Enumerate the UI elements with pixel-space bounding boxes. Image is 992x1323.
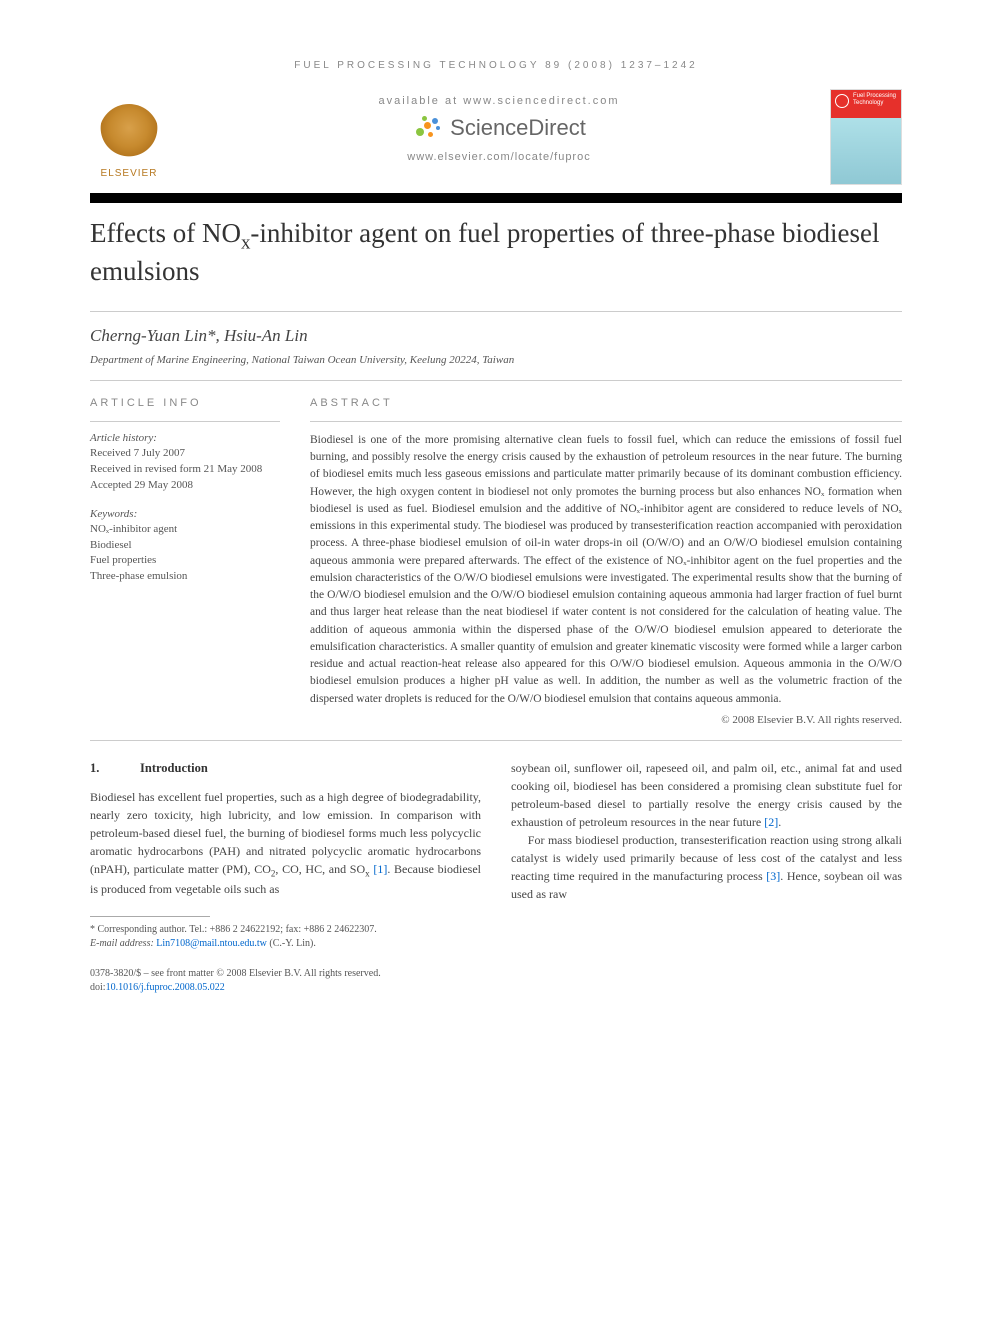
keyword-1: Biodiesel <box>90 538 280 554</box>
footer-block: 0378-3820/$ – see front matter © 2008 El… <box>90 967 902 995</box>
body-columns: 1.Introduction Biodiesel has excellent f… <box>90 759 902 952</box>
revised-date: Received in revised form 21 May 2008 <box>90 462 280 478</box>
abstract-rule <box>310 421 902 422</box>
accepted-date: Accepted 29 May 2008 <box>90 478 280 494</box>
journal-cover-badge-icon <box>835 94 849 108</box>
journal-url: www.elsevier.com/locate/fuproc <box>188 151 810 163</box>
body-p2: soybean oil, sunflower oil, rapeseed oil… <box>511 759 902 831</box>
affiliation: Department of Marine Engineering, Nation… <box>90 354 902 366</box>
thin-rule-1 <box>90 311 902 312</box>
doi-label: doi: <box>90 982 106 993</box>
article-info-head: ARTICLE INFO <box>90 397 280 409</box>
black-rule <box>90 193 902 203</box>
ref-link-3[interactable]: [3] <box>766 869 780 883</box>
title-sub: x <box>241 232 250 253</box>
keyword-3: Three-phase emulsion <box>90 569 280 585</box>
abstract-copyright: © 2008 Elsevier B.V. All rights reserved… <box>310 714 902 726</box>
ref-link-1[interactable]: [1] <box>373 862 387 876</box>
body-col-right: soybean oil, sunflower oil, rapeseed oil… <box>511 759 902 952</box>
abstract-text: Biodiesel is one of the more promising a… <box>310 432 902 708</box>
abstract-block: ABSTRACT Biodiesel is one of the more pr… <box>310 397 902 726</box>
keyword-2: Fuel properties <box>90 553 280 569</box>
journal-cover: Fuel Processing Technology <box>830 89 902 185</box>
section-title: Introduction <box>140 761 208 775</box>
history-label: Article history: <box>90 432 280 444</box>
center-header: available at www.sciencedirect.com Scien… <box>168 89 830 185</box>
running-head: FUEL PROCESSING TECHNOLOGY 89 (2008) 123… <box>90 60 902 71</box>
footer-line1: 0378-3820/$ – see front matter © 2008 El… <box>90 967 902 981</box>
sciencedirect-text: ScienceDirect <box>450 115 586 141</box>
sciencedirect-dots-icon <box>412 116 444 140</box>
article-info-block: ARTICLE INFO Article history: Received 7… <box>90 397 280 726</box>
authors: Cherng-Yuan Lin*, Hsiu-An Lin <box>90 326 902 346</box>
body-p1: Biodiesel has excellent fuel properties,… <box>90 788 481 899</box>
keywords-label: Keywords: <box>90 508 280 520</box>
sciencedirect-logo: ScienceDirect <box>412 115 586 141</box>
title-pre: Effects of NO <box>90 218 241 248</box>
article-title: Effects of NOx-inhibitor agent on fuel p… <box>90 217 902 289</box>
info-rule <box>90 421 280 422</box>
doi-link[interactable]: 10.1016/j.fuproc.2008.05.022 <box>106 982 225 993</box>
elsevier-tree-icon <box>99 104 159 164</box>
elsevier-logo: ELSEVIER <box>90 89 168 179</box>
ref-link-2[interactable]: [2] <box>764 815 778 829</box>
footnote-corresponding: * Corresponding author. Tel.: +886 2 246… <box>90 923 481 937</box>
journal-cover-title: Fuel Processing Technology <box>853 93 901 106</box>
keyword-0: NOₓ-inhibitor agent <box>90 522 280 538</box>
section-num: 1. <box>90 759 140 778</box>
available-at: available at www.sciencedirect.com <box>188 95 810 107</box>
email-label: E-mail address: <box>90 938 154 949</box>
meta-row: ARTICLE INFO Article history: Received 7… <box>90 397 902 726</box>
received-date: Received 7 July 2007 <box>90 446 280 462</box>
email-who: (C.-Y. Lin). <box>269 938 315 949</box>
section-head: 1.Introduction <box>90 759 481 778</box>
body-rule <box>90 740 902 741</box>
abstract-head: ABSTRACT <box>310 397 902 409</box>
body-p3: For mass biodiesel production, transeste… <box>511 831 902 903</box>
meta-rule-top <box>90 380 902 381</box>
email-link[interactable]: Lin7108@mail.ntou.edu.tw <box>156 938 267 949</box>
header-band: ELSEVIER available at www.sciencedirect.… <box>90 89 902 185</box>
footer-doi: doi:10.1016/j.fuproc.2008.05.022 <box>90 981 902 995</box>
footnote-rule <box>90 916 210 917</box>
footnote-email: E-mail address: Lin7108@mail.ntou.edu.tw… <box>90 937 481 951</box>
body-col-left: 1.Introduction Biodiesel has excellent f… <box>90 759 481 952</box>
elsevier-label: ELSEVIER <box>101 168 158 179</box>
